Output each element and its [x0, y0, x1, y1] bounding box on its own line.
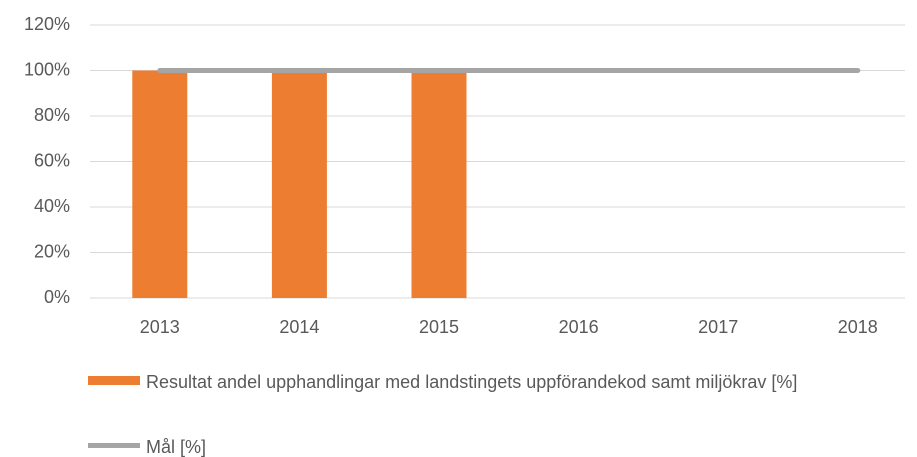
y-tick-label: 100%: [24, 59, 70, 79]
y-tick-label: 20%: [34, 241, 70, 261]
legend-entry: Mål [%]: [88, 434, 206, 457]
legend-swatch: [88, 376, 140, 385]
x-tick-label: 2017: [698, 317, 738, 337]
bar: [132, 70, 188, 298]
legend-swatch: [88, 443, 140, 448]
x-tick-label: 2016: [559, 317, 599, 337]
y-tick-label: 60%: [34, 150, 70, 170]
y-tick-label: 80%: [34, 105, 70, 125]
bar: [271, 70, 327, 298]
y-tick-label: 120%: [24, 14, 70, 34]
bar: [411, 70, 467, 298]
y-tick-label: 40%: [34, 196, 70, 216]
legend-label: Resultat andel upphandlingar med landsti…: [146, 372, 798, 392]
x-tick-label: 2013: [140, 317, 180, 337]
legend-entry: Resultat andel upphandlingar med landsti…: [88, 369, 888, 395]
y-tick-label: 0%: [44, 287, 70, 307]
x-tick-label: 2015: [419, 317, 459, 337]
x-tick-label: 2014: [279, 317, 319, 337]
legend-label: Mål [%]: [146, 437, 207, 457]
x-tick-label: 2018: [838, 317, 878, 337]
